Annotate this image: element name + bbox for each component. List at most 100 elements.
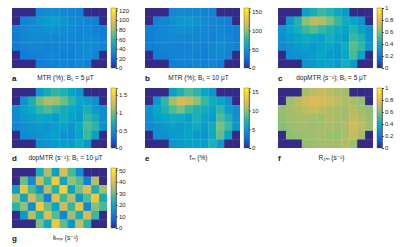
heatmap-cell [208, 51, 216, 60]
color-tick: 30 [116, 191, 126, 197]
heatmap-cell [153, 25, 161, 34]
heatmap-cell [44, 202, 52, 211]
heatmap-cell [232, 17, 240, 26]
heatmap-cell [208, 114, 216, 123]
heatmap-cell [208, 8, 216, 17]
heatmap-cell [91, 211, 99, 220]
heatmap-cell [177, 139, 185, 148]
heatmap-cell [67, 59, 75, 68]
heatmap-cell [153, 122, 161, 131]
heatmap-cell [52, 17, 60, 26]
color-tick-mark [382, 100, 384, 101]
color-tick: 0 [116, 65, 123, 71]
heatmap-cell [341, 25, 349, 34]
heatmap-cell [67, 131, 75, 140]
heatmap-cell [357, 114, 365, 123]
color-tick-mark [382, 32, 384, 33]
heatmap-cell [216, 51, 224, 60]
heatmap-cell [216, 105, 224, 114]
heatmap-cell [153, 8, 161, 17]
heatmap-cell [208, 122, 216, 131]
heatmap-cell [67, 219, 75, 228]
heatmap-cell [12, 17, 20, 26]
heatmap-cell [83, 177, 91, 186]
heatmap-cell [278, 88, 286, 97]
heatmap-cell [20, 17, 28, 26]
color-bar [377, 88, 382, 148]
figure: 020406080100120aMTR (%); B₁ = 5 μT050100… [0, 0, 400, 247]
heatmap-cell [36, 122, 44, 131]
panel-label: d [12, 154, 17, 163]
heatmap-cell [12, 194, 20, 203]
color-tick: 1.5 [116, 92, 128, 98]
heatmap-cell [200, 25, 208, 34]
panel-e: 051015efₘ (%) [145, 88, 259, 163]
heatmap-cell [349, 105, 357, 114]
heatmap-cell [20, 105, 28, 114]
heatmap-cell [232, 8, 240, 17]
heatmap-cell [185, 17, 193, 26]
color-tick: 0 [116, 145, 123, 151]
heatmap-cell [357, 8, 365, 17]
heatmap-cell [145, 122, 153, 131]
heatmap-cell [169, 131, 177, 140]
color-bar [244, 8, 249, 68]
heatmap-cell [341, 51, 349, 60]
heatmap-cell [36, 97, 44, 106]
color-axis: 050100150 [249, 9, 263, 72]
heatmap-cell [83, 25, 91, 34]
color-tick-mark [382, 88, 384, 89]
heatmap-cell [60, 177, 68, 186]
heatmap-cell [20, 177, 28, 186]
heatmap-cell [44, 185, 52, 194]
heatmap-cell [161, 97, 169, 106]
heatmap-cell [302, 114, 310, 123]
color-tick: 80 [116, 27, 126, 33]
color-tick-label: 0 [119, 225, 123, 231]
heatmap-cell [28, 202, 36, 211]
heatmap-cell [36, 34, 44, 43]
heatmap-cell [200, 88, 208, 97]
color-tick-label: 0 [385, 65, 389, 71]
heatmap-cell [153, 114, 161, 123]
heatmap-cell [60, 105, 68, 114]
heatmap-cell [44, 59, 52, 68]
color-tick-label: 40 [119, 179, 126, 185]
heatmap-cell [52, 97, 60, 106]
heatmap-cell [28, 25, 36, 34]
heatmap-cell [193, 131, 201, 140]
heatmap-cell [333, 25, 341, 34]
heatmap-cell [294, 114, 302, 123]
heatmap-cell [83, 139, 91, 148]
heatmap-cell [28, 51, 36, 60]
panel-label: a [12, 74, 17, 83]
heatmap-cell [83, 168, 91, 177]
heatmap-cell [52, 139, 60, 148]
heatmap-cell [302, 17, 310, 26]
heatmap-cell [357, 131, 365, 140]
heatmap-cell [185, 131, 193, 140]
color-tick-mark [382, 68, 384, 69]
heatmap-cell [326, 34, 334, 43]
heatmap-cell [60, 211, 68, 220]
heatmap-cell [161, 59, 169, 68]
heatmap-cell [91, 177, 99, 186]
heatmap-cell [341, 59, 349, 68]
heatmap-cell [44, 88, 52, 97]
heatmap-cell [75, 202, 83, 211]
panel-label: e [145, 154, 150, 163]
heatmap-cell [28, 88, 36, 97]
color-tick-mark [116, 113, 118, 114]
heatmap-cell [318, 59, 326, 68]
heatmap-cell [286, 105, 294, 114]
heatmap-cell [28, 105, 36, 114]
heatmap-cell [28, 168, 36, 177]
heatmap-cell [145, 42, 153, 51]
heatmap-cell [177, 42, 185, 51]
heatmap-cell [333, 139, 341, 148]
heatmap-cell [161, 131, 169, 140]
color-tick: 1 [116, 110, 123, 116]
heatmap-cell [341, 105, 349, 114]
color-tick-mark [382, 56, 384, 57]
color-bar [111, 88, 116, 148]
